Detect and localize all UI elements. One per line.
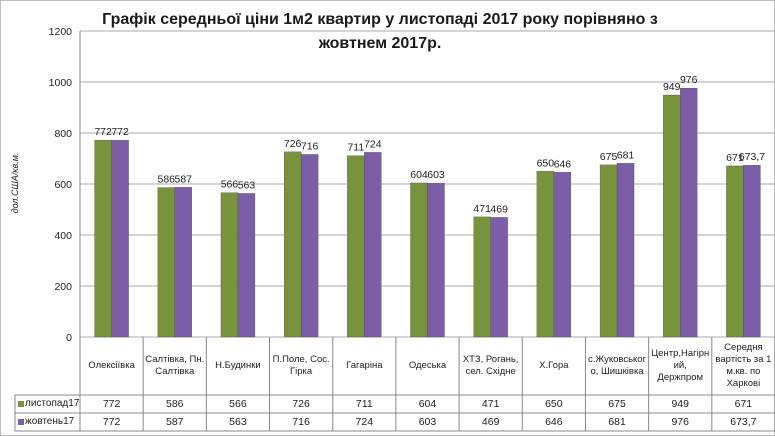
data-label: 681 [617, 149, 635, 161]
bar [347, 155, 365, 338]
bar [663, 94, 681, 338]
bar [220, 192, 239, 338]
data-label: 949 [663, 81, 681, 93]
x-tick-label: Одеська [408, 360, 447, 371]
x-tick-label: Н.Будинки [215, 360, 261, 371]
table-value: 587 [165, 416, 184, 428]
table-value: 949 [671, 398, 689, 410]
bar [410, 182, 428, 338]
bar [726, 165, 744, 338]
table-value: 603 [418, 416, 437, 428]
bar [616, 163, 635, 338]
x-tick-label: Х.Гора [539, 360, 569, 371]
bar [427, 183, 445, 338]
table-value: 772 [102, 398, 121, 410]
y-tick-label: 0 [66, 332, 72, 344]
data-label: 711 [347, 142, 364, 154]
table-value: 673,7 [730, 416, 757, 428]
y-tick-label: 200 [54, 281, 72, 293]
bar [157, 187, 175, 338]
bar [174, 187, 192, 338]
data-label: 563 [238, 179, 256, 191]
table-value: 646 [545, 416, 563, 428]
table-value: 716 [292, 416, 310, 428]
y-tick-label: 1200 [49, 26, 73, 38]
chart-title: Графік середньої ціни 1м2 квартир у лист… [102, 11, 658, 52]
x-tick-label: Центр,Нагірний, Держпром [651, 348, 710, 383]
bar [536, 171, 555, 338]
data-label: 772 [111, 126, 129, 138]
legend-swatch [18, 401, 24, 407]
table-value: 681 [608, 416, 626, 428]
data-label: 976 [680, 74, 698, 86]
table-value: 976 [671, 416, 689, 428]
table-value: 604 [418, 398, 437, 410]
data-label: 469 [490, 203, 508, 215]
y-axis-label: дол.США/кв.м. [10, 152, 20, 214]
data-label: 716 [301, 140, 319, 152]
y-tick-label: 400 [54, 230, 72, 242]
bar [743, 165, 761, 338]
data-label: 646 [554, 158, 572, 170]
legend-swatch [18, 419, 24, 425]
x-tick-label: Салтівка, Пн. Салтівка [145, 354, 205, 377]
legend-label: листопад17 [25, 398, 80, 409]
x-tick-label: Олексіївка [88, 360, 135, 371]
bar [680, 87, 698, 338]
data-label: 650 [537, 157, 555, 169]
x-tick-label: с.Жуковського, Шишківка [588, 354, 647, 377]
bar [364, 152, 382, 338]
data-label: 566 [221, 179, 239, 191]
table-value: 471 [481, 398, 500, 410]
bar [111, 139, 129, 338]
data-label: 724 [364, 138, 382, 150]
data-label: 673,7 [739, 151, 765, 163]
table-value: 772 [102, 416, 121, 428]
bar [599, 164, 618, 338]
data-label: 726 [284, 138, 302, 150]
table-value: 563 [229, 416, 247, 428]
bar [94, 139, 112, 338]
table-value: 566 [229, 398, 247, 410]
bar [283, 151, 302, 338]
data-label: 671 [726, 152, 744, 164]
table-value: 671 [734, 398, 753, 410]
data-label: 471 [473, 203, 491, 215]
legend-label: жовтень17 [25, 416, 75, 427]
y-tick-label: 600 [54, 179, 72, 191]
table-value: 675 [608, 398, 626, 410]
x-tick-label: Гагаріна [346, 360, 383, 371]
data-label: 604 [410, 169, 428, 181]
data-label: 772 [94, 126, 112, 138]
y-tick-label: 1000 [49, 77, 73, 89]
table-value: 724 [355, 416, 374, 428]
table-value: 650 [545, 398, 563, 410]
y-tick-label: 800 [54, 128, 72, 140]
bar [473, 216, 491, 338]
data-label: 675 [600, 151, 618, 163]
x-tick-label: ХТЗ, Рогань, сел. Східне [462, 354, 519, 377]
bar [553, 172, 572, 338]
table-value: 469 [481, 416, 500, 428]
table-value: 711 [355, 398, 373, 410]
x-tick-label: П.Поле, Сос. Гірка [272, 354, 330, 377]
table-value: 586 [165, 398, 184, 410]
table-value: 726 [292, 398, 310, 410]
bar [490, 217, 508, 338]
data-label: 603 [427, 169, 445, 181]
bar [237, 193, 256, 338]
data-label: 587 [175, 173, 193, 185]
x-tick-label: Середня вартість за 1 м.кв. по Харкові [715, 342, 772, 389]
data-label: 586 [158, 174, 176, 186]
bar [300, 154, 319, 338]
